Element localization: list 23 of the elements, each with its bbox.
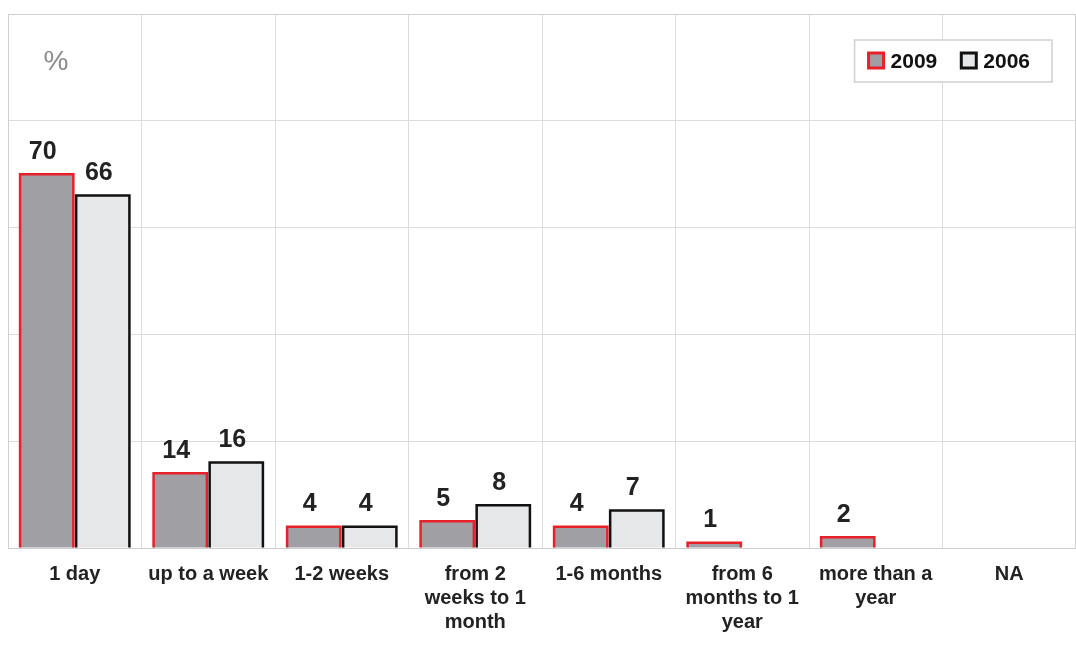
data-label: 14 xyxy=(162,434,191,463)
data-label: 70 xyxy=(28,135,57,164)
y-axis-title: % xyxy=(43,44,69,76)
x-tick-label: up to a week xyxy=(148,561,270,584)
data-label: 5 xyxy=(436,482,451,511)
data-label: 8 xyxy=(492,466,507,495)
data-label: 1 xyxy=(703,504,718,533)
data-label: 4 xyxy=(302,488,317,517)
x-tick-label: NA xyxy=(994,561,1024,584)
legend-label: 2009 xyxy=(890,48,938,72)
legend-label: 2006 xyxy=(983,48,1030,72)
data-label: 4 xyxy=(569,488,584,517)
data-label: 66 xyxy=(84,156,113,185)
x-tick-label: more than a year xyxy=(819,561,934,608)
data-label: 7 xyxy=(625,472,640,501)
data-label: 2 xyxy=(836,498,851,527)
x-tick-label: 1-6 months xyxy=(555,561,663,584)
data-label: 4 xyxy=(358,488,373,517)
x-tick-label: from 2 weeks to 1 month xyxy=(423,561,526,632)
x-tick-label: 1 day xyxy=(49,561,102,584)
data-label: 16 xyxy=(218,423,247,452)
x-tick-label: from 6 months to 1 year xyxy=(685,561,799,632)
x-tick-label: 1-2 weeks xyxy=(294,561,390,584)
